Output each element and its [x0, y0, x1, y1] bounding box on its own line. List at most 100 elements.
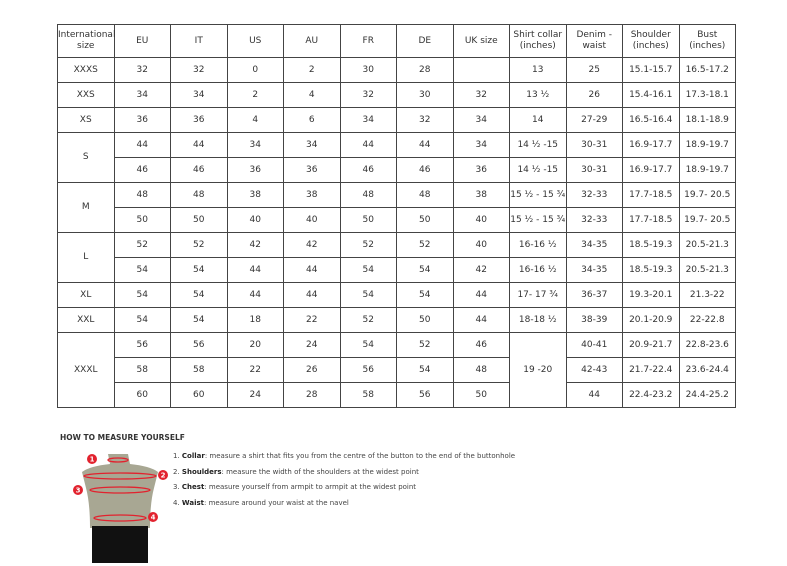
international-size-cell: L	[57, 232, 115, 283]
bust-cell: 23.6-24.4	[678, 357, 736, 383]
column-header: Shirt collar (inches)	[509, 24, 567, 58]
fr-cell: 52	[339, 307, 397, 333]
it-cell: 50	[170, 207, 228, 233]
shoulder-cell: 17.7-18.5	[622, 182, 680, 208]
eu-cell: 44	[113, 132, 171, 158]
de-cell: 44	[396, 132, 454, 158]
marker-4-icon	[148, 512, 158, 522]
fr-cell: 50	[339, 207, 397, 233]
eu-cell: 36	[113, 107, 171, 133]
column-header: EU	[113, 24, 171, 58]
table-row: XXL 54 54 18 22 52 50 44 18-18 ½ 38-39 20.1-20.9 22…	[57, 307, 736, 333]
bust-cell: 18.9-19.7	[678, 157, 736, 183]
eu-cell: 46	[113, 157, 171, 183]
it-cell: 46	[170, 157, 228, 183]
bust-cell: 20.5-21.3	[678, 232, 736, 258]
de-cell: 54	[396, 357, 454, 383]
au-cell: 4	[283, 82, 341, 108]
table-row: M 48 48 38 38 48 48 38 15 ½ - 15 ¾ 32-33 17.7-18.5…	[57, 182, 736, 233]
shoulder-cell: 20.9-21.7	[622, 332, 680, 358]
step-term: Chest	[181, 483, 205, 491]
au-cell: 40	[283, 207, 341, 233]
uk-cell: 36	[452, 157, 510, 183]
measure-steps: 1. Collar: measure a shirt that fits you…	[173, 452, 515, 514]
au-cell: 22	[283, 307, 341, 333]
column-header: IT	[170, 24, 228, 58]
table-row: 58 58 22 26 56 54 48 42-43 21.7-22.4 23.6-24.4	[58, 357, 736, 383]
table-row: XXXS 32 32 0 2 30 28 13 25 15.1-15.7 16.5-17.2	[57, 57, 736, 83]
torso-body	[82, 454, 158, 528]
it-cell: 56	[170, 332, 228, 358]
eu-cell: 58	[113, 357, 171, 383]
bust-cell: 19.7- 20.5	[678, 207, 736, 233]
au-cell: 26	[283, 357, 341, 383]
denim-cell: 38-39	[565, 307, 623, 333]
eu-cell: 32	[113, 57, 171, 83]
au-cell: 2	[283, 57, 341, 83]
column-header: US	[226, 24, 284, 58]
au-cell: 38	[283, 182, 341, 208]
eu-cell: 54	[113, 282, 171, 308]
table-row: 54 54 44 44 54 54 42 16-16 ½ 34-35 18.5-19.3 20.5-…	[58, 257, 736, 283]
it-cell: 34	[170, 82, 228, 108]
au-cell: 44	[283, 282, 341, 308]
table-row: 60 60 24 28 58 56 50 44 22.4-23.2 24.4-25.2	[58, 382, 736, 408]
international-size-cell: XXL	[57, 307, 115, 333]
table-row: XL 54 54 44 44 54 54 44 17- 17 ¾ 36-37 19.3-20.1 21…	[57, 282, 736, 308]
step-number: 4.	[173, 498, 180, 507]
uk-cell	[452, 57, 510, 83]
bust-cell: 22.8-23.6	[678, 332, 736, 358]
shoulder-cell: 20.1-20.9	[622, 307, 680, 333]
eu-cell: 50	[113, 207, 171, 233]
table-row: 46 46 36 36 46 46 36 14 ½ -15 30-31 16.9-17.7 18.9…	[58, 157, 736, 183]
shoulder-line	[83, 472, 157, 480]
us-cell: 18	[226, 307, 284, 333]
bust-cell: 20.5-21.3	[678, 257, 736, 283]
it-cell: 54	[170, 257, 228, 283]
de-cell: 56	[396, 382, 454, 408]
bust-cell: 16.5-17.2	[678, 57, 736, 83]
shoulder-cell: 18.5-19.3	[622, 232, 680, 258]
collar-cell: 13 ½	[509, 82, 567, 108]
it-cell: 32	[170, 57, 228, 83]
international-size-cell: M	[57, 182, 115, 233]
step-collar: 1. Collar: measure a shirt that fits you…	[173, 452, 515, 468]
uk-cell: 32	[452, 82, 510, 108]
us-cell: 44	[226, 257, 284, 283]
step-number: 1.	[173, 452, 180, 460]
bust-cell: 24.4-25.2	[678, 382, 736, 408]
denim-cell: 32-33	[565, 207, 623, 233]
collar-cell: 15 ½ - 15 ¾	[509, 182, 567, 208]
au-cell: 28	[283, 382, 341, 408]
shoulder-cell: 18.5-19.3	[622, 257, 680, 283]
international-size-cell: XXS	[57, 82, 115, 108]
shoulder-cell: 17.7-18.5	[622, 207, 680, 233]
uk-cell: 40	[452, 232, 510, 258]
it-cell: 44	[170, 132, 228, 158]
uk-cell: 34	[452, 132, 510, 158]
collar-cell: 19 -20	[509, 332, 567, 408]
eu-cell: 34	[113, 82, 171, 108]
shoulder-cell: 21.7-22.4	[622, 357, 680, 383]
column-header: Bust (inches)	[678, 24, 736, 58]
it-cell: 58	[170, 357, 228, 383]
uk-cell: 34	[452, 107, 510, 133]
table-row: 50 50 40 40 50 50 40 15 ½ - 15 ¾ 32-33 17.7-18.5 1…	[58, 207, 736, 233]
fr-cell: 48	[339, 182, 397, 208]
chest-line	[89, 486, 151, 494]
step-number: 3.	[173, 483, 180, 491]
denim-cell: 27-29	[565, 107, 623, 133]
column-header: DE	[396, 24, 454, 58]
column-header: FR	[339, 24, 397, 58]
collar-cell: 14 ½ -15	[509, 132, 567, 158]
uk-cell: 48	[452, 357, 510, 383]
shoulder-cell: 16.5-16.4	[622, 107, 680, 133]
us-cell: 38	[226, 182, 284, 208]
us-cell: 42	[226, 232, 284, 258]
collar-cell: 13	[509, 57, 567, 83]
bust-cell: 22-22.8	[678, 307, 736, 333]
step-text: : measure a shirt that fits you from the…	[204, 452, 516, 460]
de-cell: 32	[396, 107, 454, 133]
marker-1-icon	[87, 454, 97, 464]
de-cell: 50	[396, 207, 454, 233]
